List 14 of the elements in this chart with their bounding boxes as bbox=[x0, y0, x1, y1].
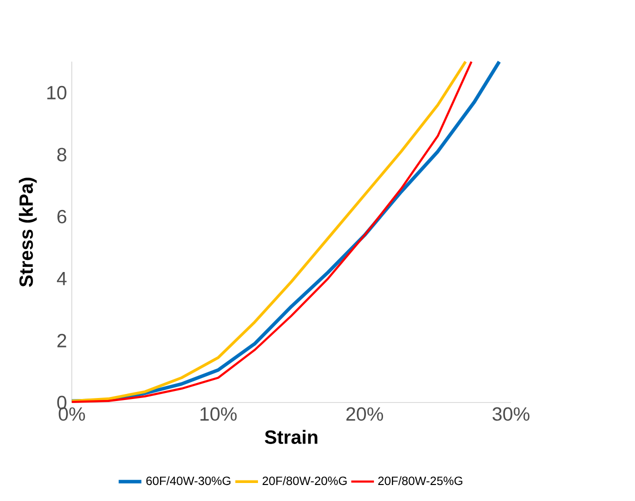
y-tick-label: 8 bbox=[57, 148, 66, 162]
y-tick-label: 6 bbox=[57, 210, 66, 224]
x-tick-label: 30% bbox=[492, 407, 530, 421]
x-tick-label: 10% bbox=[200, 407, 237, 421]
y-tick-label: 2 bbox=[57, 334, 66, 348]
legend-label: 20F/80W-20%G bbox=[262, 476, 347, 486]
x-tick-label: 0% bbox=[58, 407, 85, 421]
y-tick-label: 10 bbox=[47, 86, 66, 100]
y-axis-title: Stress (kPa) bbox=[18, 178, 37, 287]
x-axis-title: Strain bbox=[264, 430, 318, 444]
legend-label: 60F/40W-30%G bbox=[146, 476, 230, 486]
legend-label: 20F/80W-25%G bbox=[378, 476, 462, 486]
x-tick-label: 20% bbox=[346, 407, 384, 421]
y-tick-label: 4 bbox=[56, 272, 67, 286]
